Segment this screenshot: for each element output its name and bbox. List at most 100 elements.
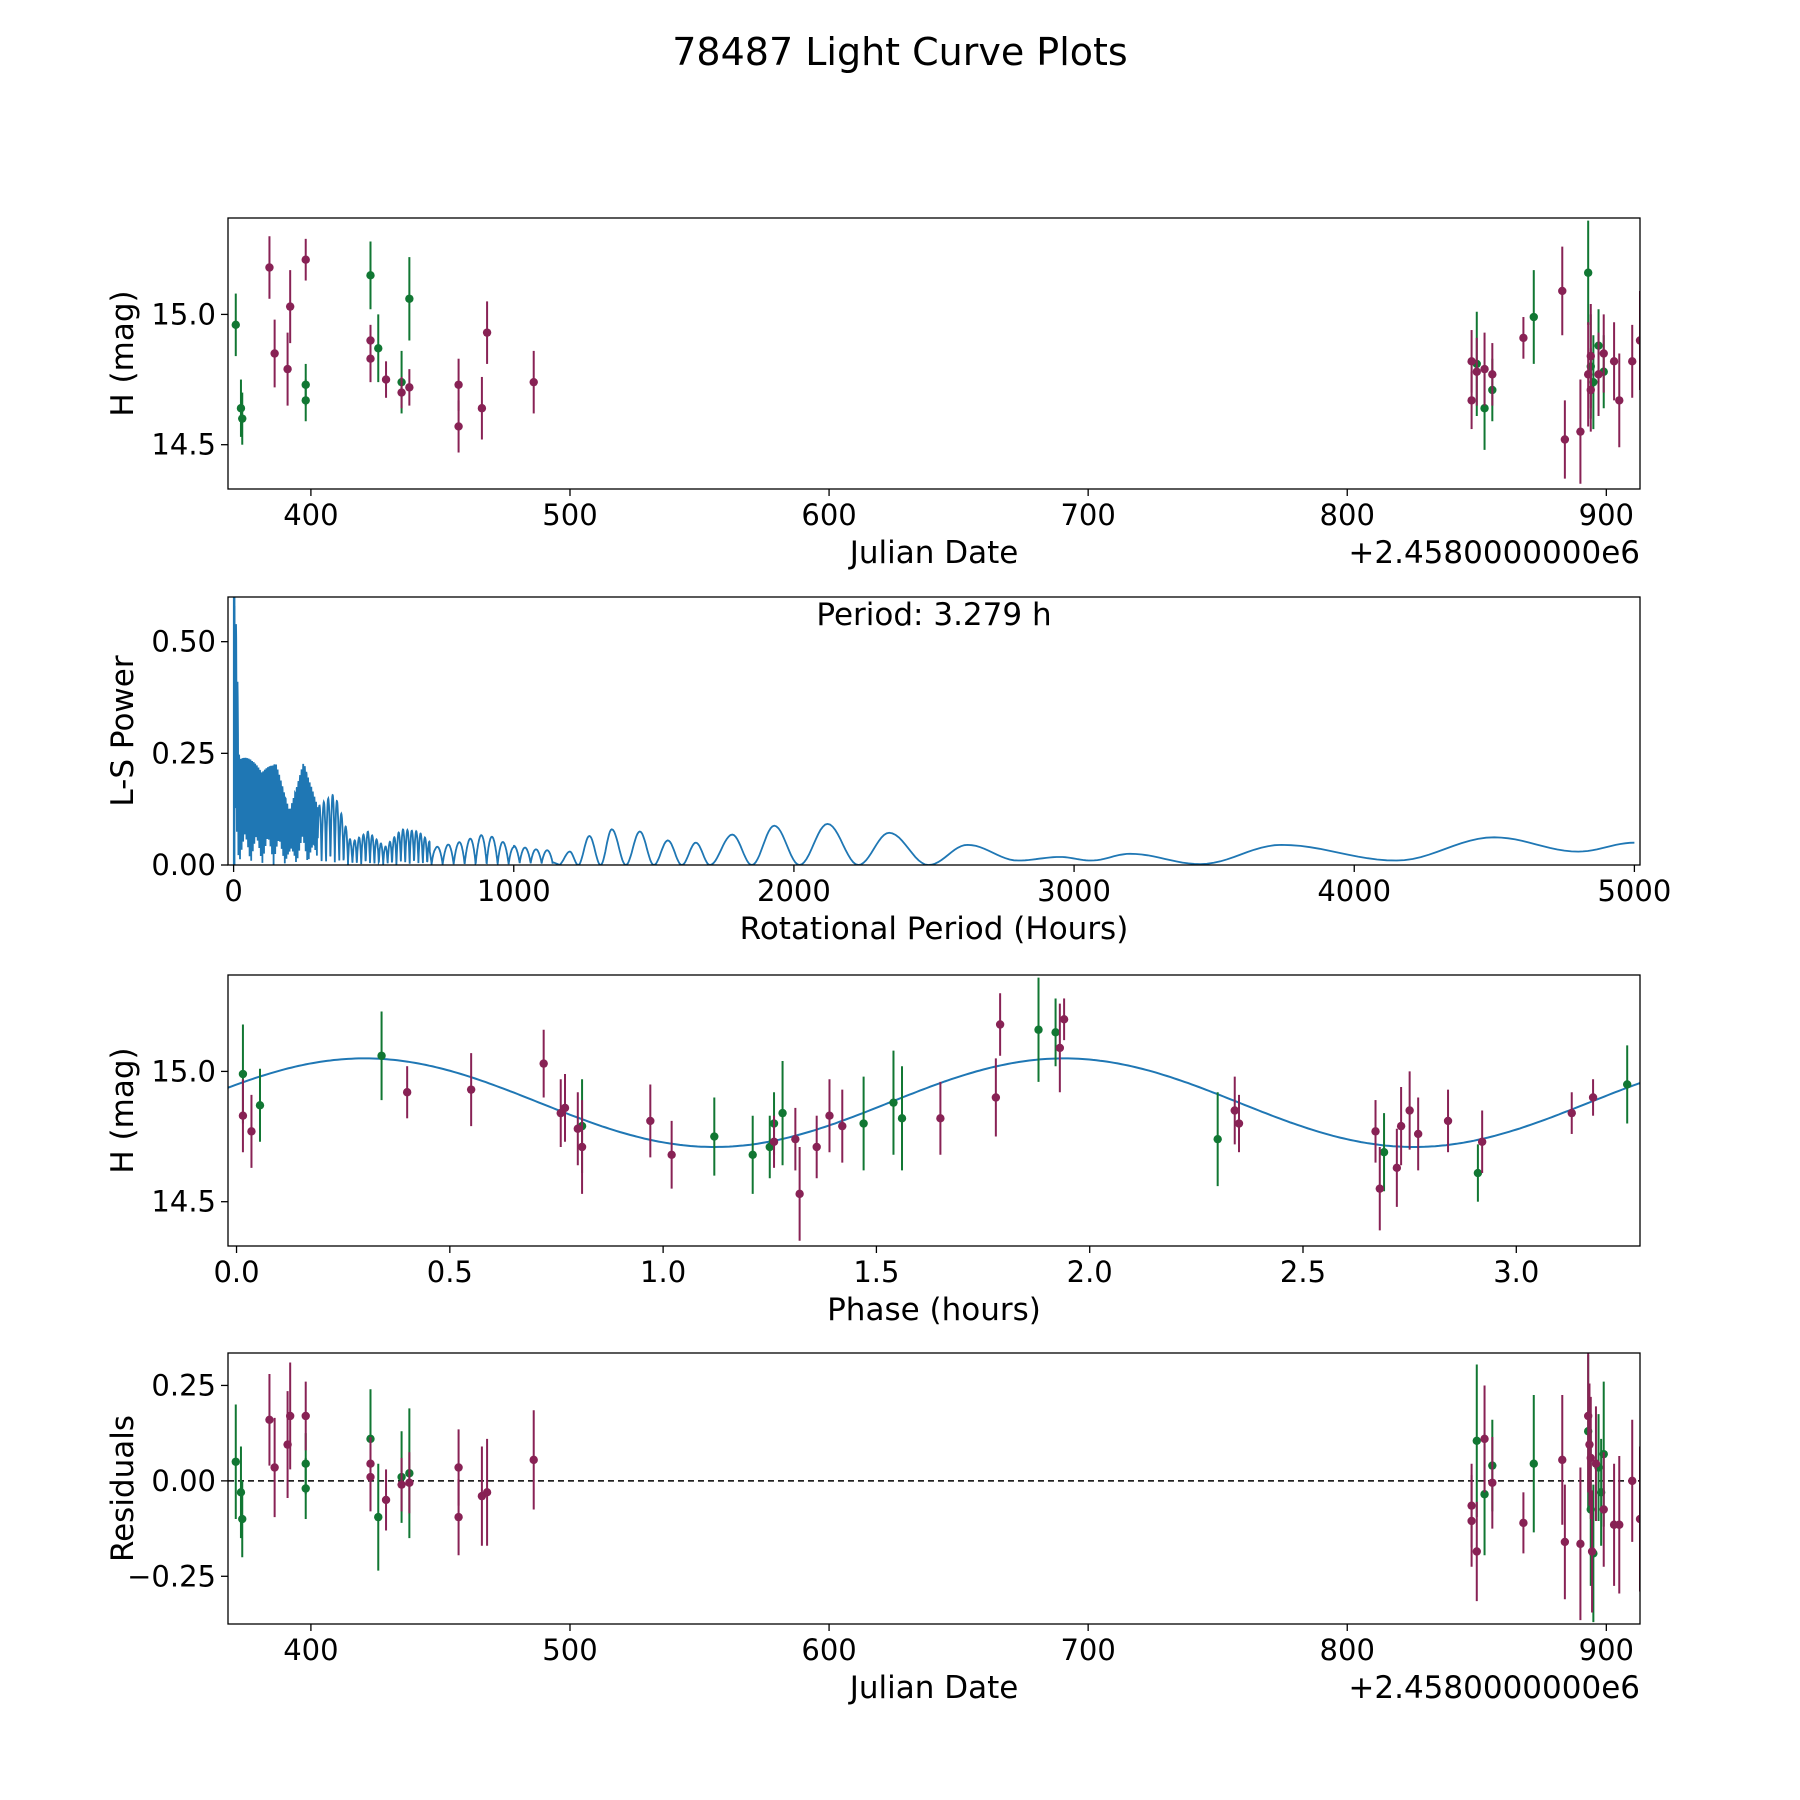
y-tick-label: 0.25 [151, 1368, 216, 1402]
data-point [1576, 1539, 1585, 1549]
lightcurve-x-offset-label: +2.4580000000e6 [1348, 535, 1640, 571]
data-point [366, 354, 375, 363]
x-tick-label: 800 [1320, 498, 1375, 532]
x-tick-label: 500 [542, 498, 597, 532]
data-point [889, 1098, 898, 1107]
data-point [1234, 1119, 1244, 1128]
data-point [482, 1488, 492, 1497]
data-point [1587, 1547, 1597, 1556]
x-tick-label: 3000 [1037, 874, 1111, 908]
data-point [1472, 1547, 1481, 1556]
model-sinusoid-curve [228, 1057, 1640, 1148]
data-point [539, 1059, 548, 1068]
data-point [381, 375, 391, 384]
data-point [238, 414, 247, 423]
data-point [1371, 1127, 1380, 1136]
data-point [1635, 1514, 1640, 1524]
data-point [1567, 1108, 1576, 1118]
data-point [270, 349, 279, 358]
y-tick-label: 14.5 [151, 428, 216, 462]
data-point [667, 1150, 676, 1159]
data-point [1059, 1015, 1069, 1024]
x-tick-label: 1000 [477, 874, 551, 908]
data-point [1375, 1184, 1384, 1193]
phased-series-maroon [238, 993, 1598, 1241]
data-point [1635, 336, 1640, 345]
data-point [366, 271, 375, 280]
x-tick-label: 3.0 [1493, 1255, 1539, 1289]
y-tick-label: 0.00 [151, 1464, 216, 1498]
lightcurve-plot-area [231, 220, 1640, 484]
data-point [812, 1142, 821, 1152]
data-point [238, 1069, 248, 1079]
periodogram-axes-frame [227, 596, 1641, 866]
data-point [529, 1455, 538, 1465]
data-point [1586, 1453, 1595, 1463]
data-point [1473, 1168, 1483, 1178]
data-point [1472, 1436, 1481, 1445]
data-point [1609, 357, 1619, 366]
data-point [1392, 1163, 1402, 1173]
data-point [1051, 1028, 1060, 1037]
data-point [1467, 1516, 1476, 1526]
y-tick-label: 14.5 [151, 1185, 216, 1219]
data-point [238, 1111, 248, 1120]
data-point [247, 1127, 256, 1136]
data-point [1585, 1440, 1594, 1449]
periodogram-y-axis-label: L-S Power [105, 655, 141, 806]
data-point [1467, 396, 1476, 405]
x-tick-label: 600 [801, 1633, 856, 1667]
residuals-plot-area [228, 1353, 1640, 1623]
data-point [231, 1457, 240, 1466]
data-point [1594, 370, 1603, 379]
x-tick-label: 800 [1320, 1633, 1375, 1667]
data-point [374, 344, 383, 353]
x-tick-label: 500 [542, 1633, 597, 1667]
data-point [1472, 367, 1481, 376]
data-point [1488, 1478, 1497, 1487]
x-tick-label: 0.5 [427, 1255, 473, 1289]
data-point [1560, 1537, 1570, 1547]
data-point [1583, 268, 1593, 277]
data-point [1230, 1106, 1239, 1115]
lightcurve-series-green [231, 220, 1608, 450]
data-point [1615, 396, 1624, 405]
data-point [1558, 286, 1567, 296]
data-point [477, 404, 487, 413]
lightcurve-series-maroon [265, 236, 1640, 484]
phased-axes-frame [227, 974, 1641, 1247]
data-point [1599, 349, 1608, 358]
data-point [1560, 435, 1570, 444]
data-point [454, 1463, 463, 1472]
data-point [381, 1495, 391, 1505]
residuals-x-axis-label: Julian Date [848, 1670, 1019, 1706]
data-point [402, 1088, 412, 1097]
x-tick-label: 1.0 [640, 1255, 686, 1289]
data-point [405, 294, 414, 303]
data-point [1558, 1455, 1567, 1465]
data-point [1213, 1134, 1222, 1144]
data-point [231, 320, 240, 330]
data-point [1034, 1025, 1043, 1034]
data-point [1443, 1116, 1453, 1126]
data-point [991, 1093, 1001, 1102]
data-point [454, 1512, 463, 1522]
data-point [236, 1488, 246, 1497]
residuals-series-maroon [265, 1353, 1640, 1621]
x-tick-label: 0 [224, 874, 242, 908]
data-point [1055, 1043, 1065, 1053]
data-point [285, 302, 295, 311]
x-tick-label: 900 [1579, 498, 1634, 532]
residuals-axes-frame [227, 1352, 1641, 1625]
data-point [995, 1020, 1005, 1029]
data-point [374, 1512, 383, 1522]
x-tick-label: 700 [1060, 498, 1115, 532]
x-tick-label: 1.5 [853, 1255, 899, 1289]
data-point [1480, 364, 1489, 374]
residuals-y-axis-label: Residuals [105, 1415, 141, 1562]
ls-power-series-line [233, 605, 1635, 865]
phased-series-green [238, 977, 1632, 1202]
data-point [778, 1108, 787, 1118]
data-point [397, 1480, 406, 1489]
data-point [466, 1085, 476, 1094]
